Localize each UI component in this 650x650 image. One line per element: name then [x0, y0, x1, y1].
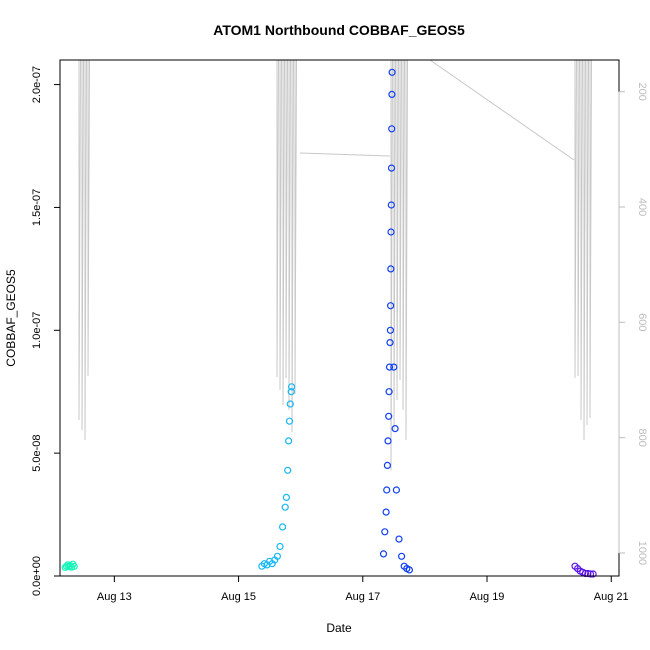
data-point — [387, 265, 395, 273]
data-points — [61, 68, 597, 578]
data-point — [281, 503, 289, 511]
data-point — [392, 486, 400, 494]
data-point — [284, 466, 292, 474]
secondary-tick-label: 1000 — [636, 541, 648, 565]
secondary-tick-label: 600 — [636, 313, 648, 331]
y-tick-label: 1.5e-07 — [31, 189, 43, 226]
data-point — [385, 412, 393, 420]
data-point — [279, 523, 287, 531]
data-point — [384, 437, 392, 445]
data-point — [395, 535, 403, 543]
y-tick-label: 1.0e-07 — [31, 312, 43, 349]
x-axis-label: Date — [326, 621, 352, 635]
data-point — [386, 339, 394, 347]
y-tick-label: 0.0e+00 — [31, 556, 43, 596]
data-point — [62, 562, 71, 570]
data-point — [385, 388, 393, 396]
data-point — [286, 400, 294, 408]
data-point — [387, 201, 395, 209]
data-point — [385, 363, 394, 371]
data-point — [387, 164, 396, 172]
data-point — [285, 417, 294, 425]
data-point — [287, 388, 295, 396]
chart-title: ATOM1 Northbound COBBAF_GEOS5 — [213, 22, 465, 38]
altitude-trace-line — [78, 59, 592, 471]
data-point — [383, 486, 391, 494]
data-point — [70, 562, 78, 571]
data-point — [383, 461, 391, 469]
y-tick-label: 5.0e-08 — [31, 434, 43, 471]
y-axis-label: COBBAF_GEOS5 — [4, 269, 18, 367]
data-point — [387, 228, 395, 236]
x-tick-label: Aug 17 — [345, 591, 380, 603]
data-point — [398, 552, 406, 560]
data-point — [586, 570, 595, 578]
secondary-tick-label: 400 — [636, 198, 648, 216]
data-point — [288, 383, 296, 391]
data-point — [386, 326, 394, 334]
y-tick-label: 2.0e-07 — [31, 66, 43, 103]
data-point — [388, 90, 396, 99]
data-point — [379, 550, 388, 558]
data-point — [405, 566, 413, 574]
x-tick-label: Aug 15 — [221, 591, 256, 603]
altitude-trace — [78, 59, 592, 471]
data-point — [390, 363, 398, 371]
x-tick-label: Aug 19 — [470, 591, 505, 603]
data-point — [589, 570, 597, 578]
data-point — [388, 125, 396, 133]
axes: Aug 13 Aug 15 Aug 17 Aug 19 Aug 21 0.0e+00 5.0… — [31, 66, 648, 603]
x-tick-label: Aug 21 — [594, 591, 629, 603]
data-point — [285, 437, 293, 445]
data-point — [387, 302, 395, 310]
secondary-tick-label: 800 — [636, 428, 648, 446]
x-tick-label: Aug 13 — [97, 591, 132, 603]
secondary-tick-label: 200 — [636, 83, 648, 101]
data-point — [282, 493, 290, 501]
data-point — [273, 552, 281, 560]
data-point — [382, 508, 390, 516]
data-point — [391, 425, 399, 433]
data-point — [381, 528, 389, 536]
data-point — [276, 542, 284, 551]
data-point — [388, 68, 396, 76]
